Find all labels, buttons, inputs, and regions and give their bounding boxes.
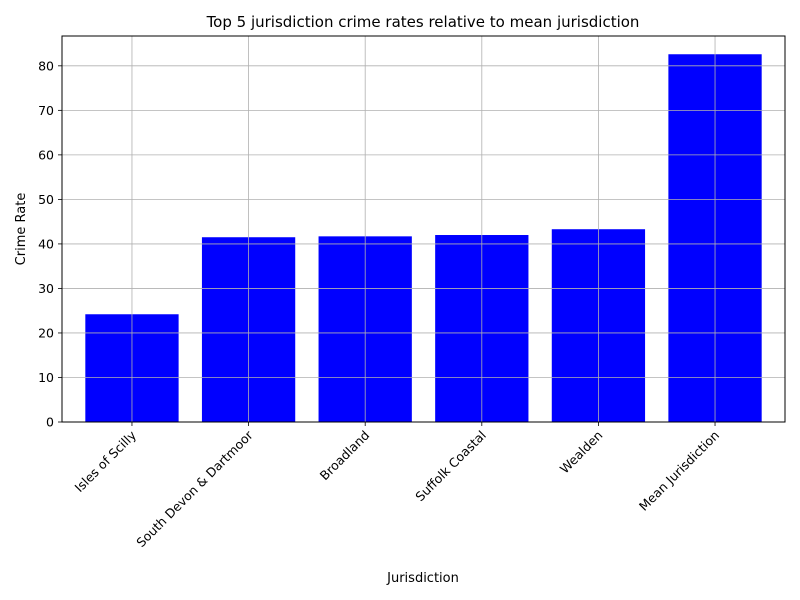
y-tick-label: 60 xyxy=(38,147,54,162)
bars xyxy=(85,54,762,422)
y-tick-label: 20 xyxy=(38,325,54,340)
x-tick-label: Isles of Scilly xyxy=(72,427,140,495)
y-tick-label: 70 xyxy=(38,103,54,118)
y-axis-label: Crime Rate xyxy=(14,193,29,266)
x-tick-label: South Devon & Dartmoor xyxy=(133,427,256,550)
chart-title: Top 5 jurisdiction crime rates relative … xyxy=(206,13,640,31)
y-tick-label: 80 xyxy=(38,58,54,73)
y-tick-label: 50 xyxy=(38,192,54,207)
x-tick-label: Wealden xyxy=(557,428,606,477)
y-tick-label: 40 xyxy=(38,236,54,251)
x-axis-label: Jurisdiction xyxy=(386,571,459,586)
y-tick-label: 0 xyxy=(46,415,54,430)
plot-frame xyxy=(61,35,786,423)
axes xyxy=(61,35,786,423)
y-tick-label: 10 xyxy=(38,370,54,385)
x-tick-label: Mean Jurisdiction xyxy=(636,428,722,514)
x-tick-label: Broadland xyxy=(317,428,373,484)
y-tick-label: 30 xyxy=(38,281,54,296)
x-tick-label: Suffolk Coastal xyxy=(412,428,489,505)
